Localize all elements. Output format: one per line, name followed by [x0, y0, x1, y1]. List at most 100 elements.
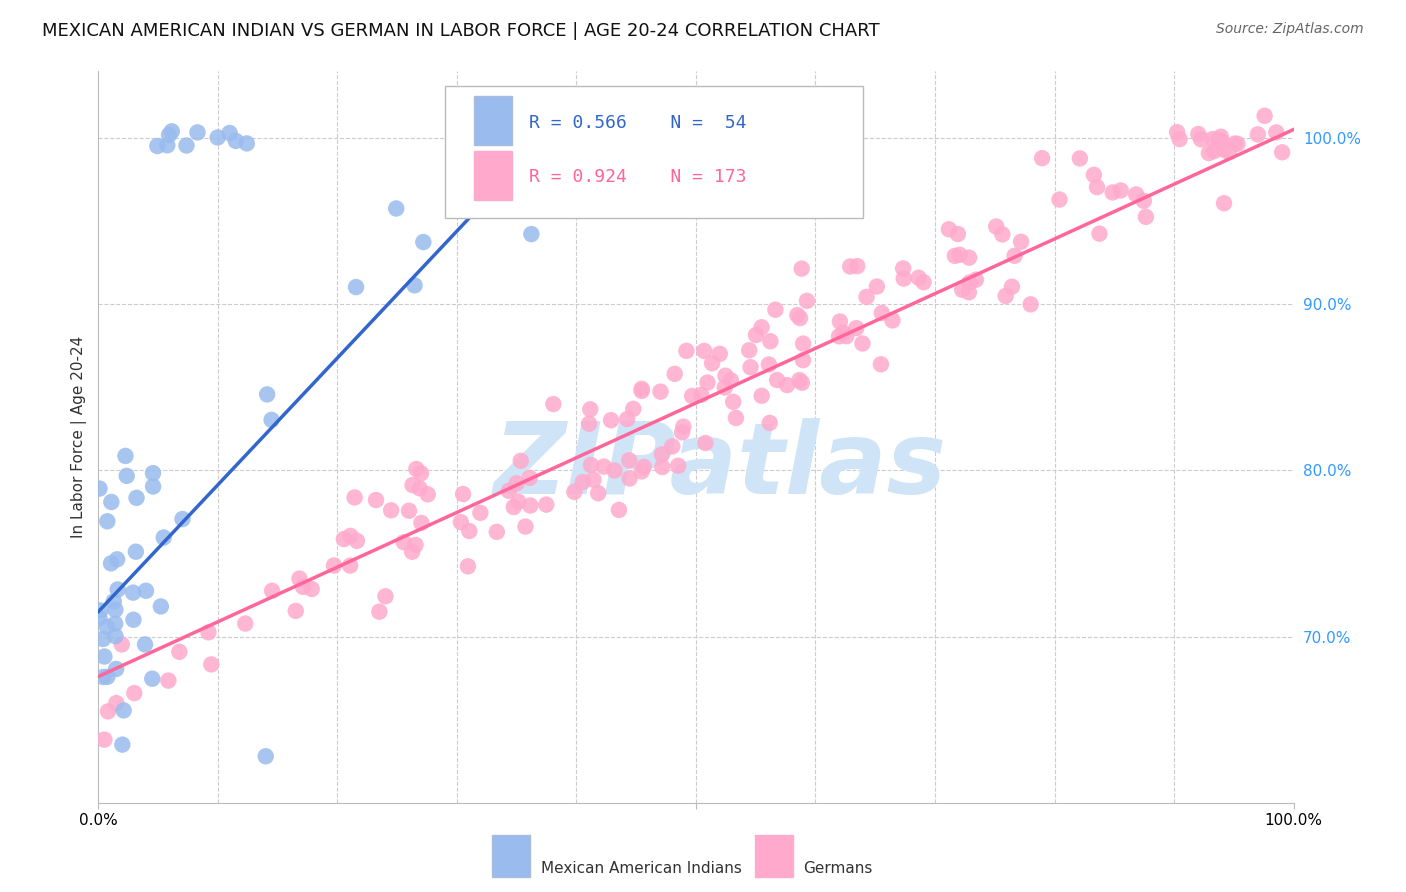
Point — [671, 425, 693, 440]
Point — [186, 125, 208, 139]
Point — [1209, 129, 1232, 144]
Point — [124, 686, 146, 700]
Point — [1187, 127, 1209, 141]
Point — [630, 382, 652, 396]
Point — [661, 439, 683, 453]
Point — [97, 705, 120, 719]
Point — [176, 138, 198, 153]
FancyBboxPatch shape — [446, 86, 863, 218]
Point — [828, 329, 851, 343]
Text: Source: ZipAtlas.com: Source: ZipAtlas.com — [1216, 22, 1364, 37]
Point — [385, 202, 408, 216]
Point — [485, 524, 508, 539]
Point — [505, 476, 527, 491]
Point — [912, 275, 935, 289]
Point — [105, 696, 128, 710]
Point — [724, 411, 747, 425]
Point — [122, 585, 145, 599]
Point — [135, 583, 157, 598]
Point — [236, 136, 259, 151]
Point — [502, 500, 524, 514]
Point — [1135, 210, 1157, 224]
Point — [582, 473, 605, 487]
Point — [398, 504, 420, 518]
Point — [790, 261, 813, 276]
Point — [451, 487, 474, 501]
Point — [790, 376, 813, 390]
Point — [1198, 146, 1220, 161]
Point — [111, 637, 134, 651]
Point — [991, 227, 1014, 242]
Point — [288, 572, 311, 586]
Point — [96, 514, 118, 528]
Point — [346, 533, 368, 548]
Point — [404, 278, 426, 293]
Point — [907, 270, 929, 285]
Point — [675, 343, 697, 358]
Point — [720, 373, 742, 387]
Point — [700, 356, 723, 370]
Point — [965, 273, 987, 287]
Point — [107, 582, 129, 597]
Point — [740, 360, 762, 375]
Point — [846, 259, 869, 273]
Point — [103, 594, 125, 608]
Point — [142, 479, 165, 493]
Point — [796, 293, 818, 308]
Point — [104, 603, 127, 617]
Point — [543, 397, 565, 411]
Point — [1226, 136, 1249, 151]
Point — [536, 498, 558, 512]
Point — [616, 412, 638, 426]
Point — [115, 469, 138, 483]
Point — [218, 126, 240, 140]
Point — [1069, 152, 1091, 166]
Point — [96, 620, 118, 634]
Point — [509, 454, 531, 468]
Point — [125, 491, 148, 505]
Point — [745, 328, 768, 343]
Point — [851, 336, 873, 351]
Point — [200, 657, 222, 672]
Point — [405, 462, 427, 476]
Point — [152, 531, 174, 545]
Point — [91, 632, 114, 646]
Point — [142, 466, 165, 480]
Point — [111, 738, 134, 752]
Point — [828, 314, 851, 328]
Point — [630, 384, 652, 398]
Point — [89, 482, 111, 496]
Point — [603, 463, 626, 477]
Point — [450, 515, 472, 529]
Point — [104, 616, 127, 631]
Point — [633, 459, 655, 474]
Point — [125, 545, 148, 559]
Point — [1189, 132, 1212, 146]
Point — [1049, 193, 1071, 207]
Point — [578, 417, 600, 431]
Point — [343, 491, 366, 505]
Point — [579, 458, 602, 472]
Point — [458, 524, 481, 538]
Point — [950, 283, 973, 297]
Point — [368, 605, 391, 619]
Point — [93, 649, 115, 664]
Text: Germans: Germans — [804, 861, 873, 876]
Text: MEXICAN AMERICAN INDIAN VS GERMAN IN LABOR FORCE | AGE 20-24 CORRELATION CHART: MEXICAN AMERICAN INDIAN VS GERMAN IN LAB… — [42, 22, 880, 40]
Point — [284, 604, 307, 618]
Text: ZIPatlas: ZIPatlas — [494, 417, 946, 515]
Point — [141, 672, 163, 686]
Point — [759, 334, 782, 349]
Point — [510, 97, 533, 112]
Point — [562, 484, 585, 499]
Point — [696, 376, 718, 390]
Point — [651, 460, 673, 475]
Text: Mexican American Indians: Mexican American Indians — [541, 861, 741, 876]
Point — [893, 271, 915, 285]
Point — [157, 128, 180, 142]
Point — [959, 276, 981, 290]
Point — [333, 532, 356, 546]
Point — [986, 219, 1008, 234]
Point — [600, 413, 623, 427]
Point — [776, 378, 799, 392]
